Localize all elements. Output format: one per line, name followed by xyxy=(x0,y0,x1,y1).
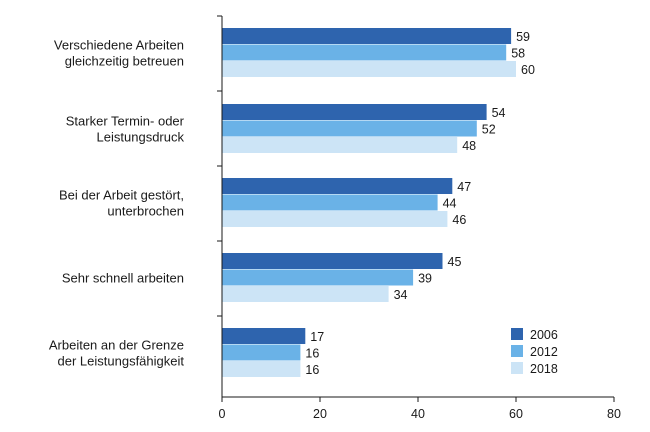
bar-2012 xyxy=(222,44,507,61)
bar-2018 xyxy=(222,211,448,227)
category-label: Sehr schnell arbeiten xyxy=(62,270,184,285)
bar-2018 xyxy=(222,361,301,377)
value-label: 48 xyxy=(462,139,476,153)
legend-swatch-2012 xyxy=(511,345,523,357)
legend-swatch-2018 xyxy=(511,362,523,374)
bar-2012 xyxy=(222,344,301,361)
bar-2012 xyxy=(222,120,477,137)
axes: 0 20 40 60 80 xyxy=(217,15,621,421)
legend-swatch-2006 xyxy=(511,328,523,340)
value-label: 34 xyxy=(394,288,408,302)
value-label: 16 xyxy=(305,363,319,377)
bars xyxy=(222,28,516,377)
x-tick-label: 80 xyxy=(607,407,621,421)
bar-2018 xyxy=(222,286,389,302)
value-label: 58 xyxy=(511,46,525,60)
x-tick-label: 0 xyxy=(219,407,226,421)
bar-2006 xyxy=(222,253,443,269)
category-label: Bei der Arbeit gestört, xyxy=(59,187,184,202)
x-tick-label: 20 xyxy=(313,407,327,421)
x-tick-label: 60 xyxy=(509,407,523,421)
value-label: 16 xyxy=(305,346,319,360)
value-label: 39 xyxy=(418,271,432,285)
legend: 2006 2012 2018 xyxy=(511,328,558,376)
value-label: 17 xyxy=(310,330,324,344)
bar-2006 xyxy=(222,104,487,120)
legend-label: 2006 xyxy=(530,328,558,342)
legend-label: 2018 xyxy=(530,362,558,376)
category-label: Starker Termin- oder xyxy=(66,113,185,128)
value-label: 46 xyxy=(452,213,466,227)
bar-2012 xyxy=(222,194,438,211)
category-label: Leistungsdruck xyxy=(97,129,185,144)
bar-2018 xyxy=(222,137,458,153)
legend-label: 2012 xyxy=(530,345,558,359)
category-label: unterbrochen xyxy=(107,203,184,218)
category-label: gleichzeitig betreuen xyxy=(65,53,184,68)
value-label: 54 xyxy=(492,106,506,120)
category-label: Arbeiten an der Grenze xyxy=(49,337,184,352)
value-label: 47 xyxy=(457,180,471,194)
bar-2006 xyxy=(222,178,453,194)
value-label: 45 xyxy=(448,255,462,269)
x-tick-label: 40 xyxy=(411,407,425,421)
category-label: Verschiedene Arbeiten xyxy=(54,37,184,52)
value-label: 59 xyxy=(516,30,530,44)
bar-2006 xyxy=(222,28,512,44)
bar-2018 xyxy=(222,61,516,77)
bar-2006 xyxy=(222,328,306,344)
category-label: der Leistungsfähigkeit xyxy=(58,353,185,368)
value-label: 60 xyxy=(521,63,535,77)
bar-2012 xyxy=(222,269,414,286)
value-label: 52 xyxy=(482,122,496,136)
value-label: 44 xyxy=(443,196,457,210)
